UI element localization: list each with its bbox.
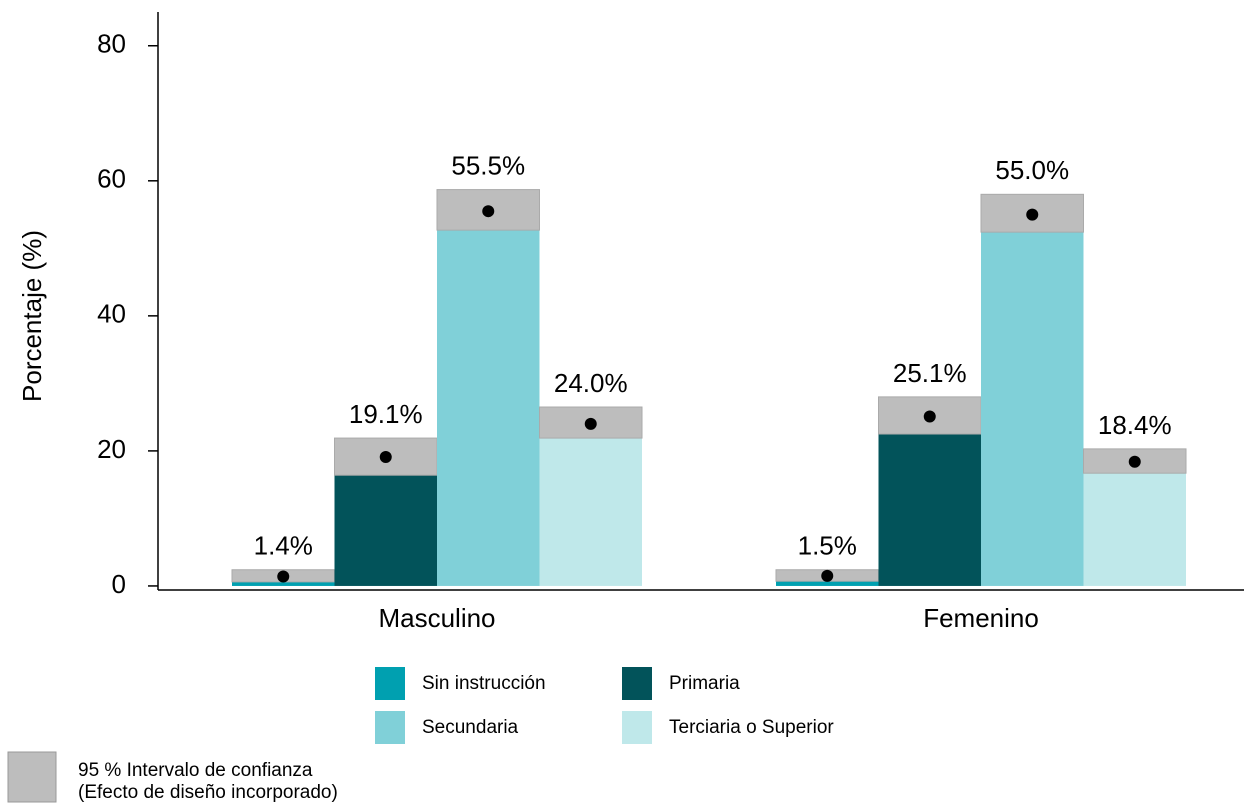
legend-swatch (7, 751, 57, 803)
x-tick-label: Femenino (923, 603, 1039, 633)
bar (1083, 473, 1186, 586)
point-estimate (821, 569, 834, 582)
legend-label: Sin instrucción (422, 673, 546, 694)
point-estimate (277, 570, 290, 583)
y-axis-label: Porcentaje (%) (17, 230, 47, 402)
y-tick-label: 40 (97, 299, 126, 329)
point-estimate (1128, 455, 1141, 468)
data-label: 55.5% (451, 150, 525, 180)
y-tick-label: 20 (97, 434, 126, 464)
bar (232, 581, 335, 586)
legend-label: 95 % Intervalo de confianza (78, 760, 313, 781)
x-tick-label: Masculino (378, 603, 495, 633)
point-estimate (1026, 208, 1039, 221)
point-estimate (584, 417, 597, 430)
y-tick-label: 0 (112, 569, 126, 599)
legend-swatch (622, 667, 652, 700)
bar (878, 434, 981, 586)
data-label: 19.1% (349, 399, 423, 429)
bar (539, 438, 642, 586)
data-label: 1.4% (254, 531, 313, 561)
data-label: 1.5% (798, 531, 857, 561)
legend-label: Secundaria (422, 717, 519, 738)
legend-swatch (622, 711, 652, 744)
legend-label: (Efecto de diseño incorporado) (78, 782, 338, 803)
data-label: 25.1% (893, 358, 967, 388)
y-tick-label: 80 (97, 29, 126, 59)
data-label: 24.0% (554, 368, 628, 398)
point-estimate (923, 410, 936, 423)
legend-label: Primaria (669, 673, 740, 694)
point-estimate (379, 450, 392, 463)
y-tick-label: 60 (97, 164, 126, 194)
data-label: 55.0% (995, 155, 1069, 185)
legend-swatch (375, 667, 405, 700)
data-label: 18.4% (1098, 410, 1172, 440)
point-estimate (482, 205, 495, 218)
legend-label: Terciaria o Superior (669, 717, 834, 738)
bar (334, 475, 437, 586)
bar (437, 230, 540, 586)
bar (776, 581, 879, 586)
bar (981, 232, 1084, 586)
legend-swatch (375, 711, 405, 744)
